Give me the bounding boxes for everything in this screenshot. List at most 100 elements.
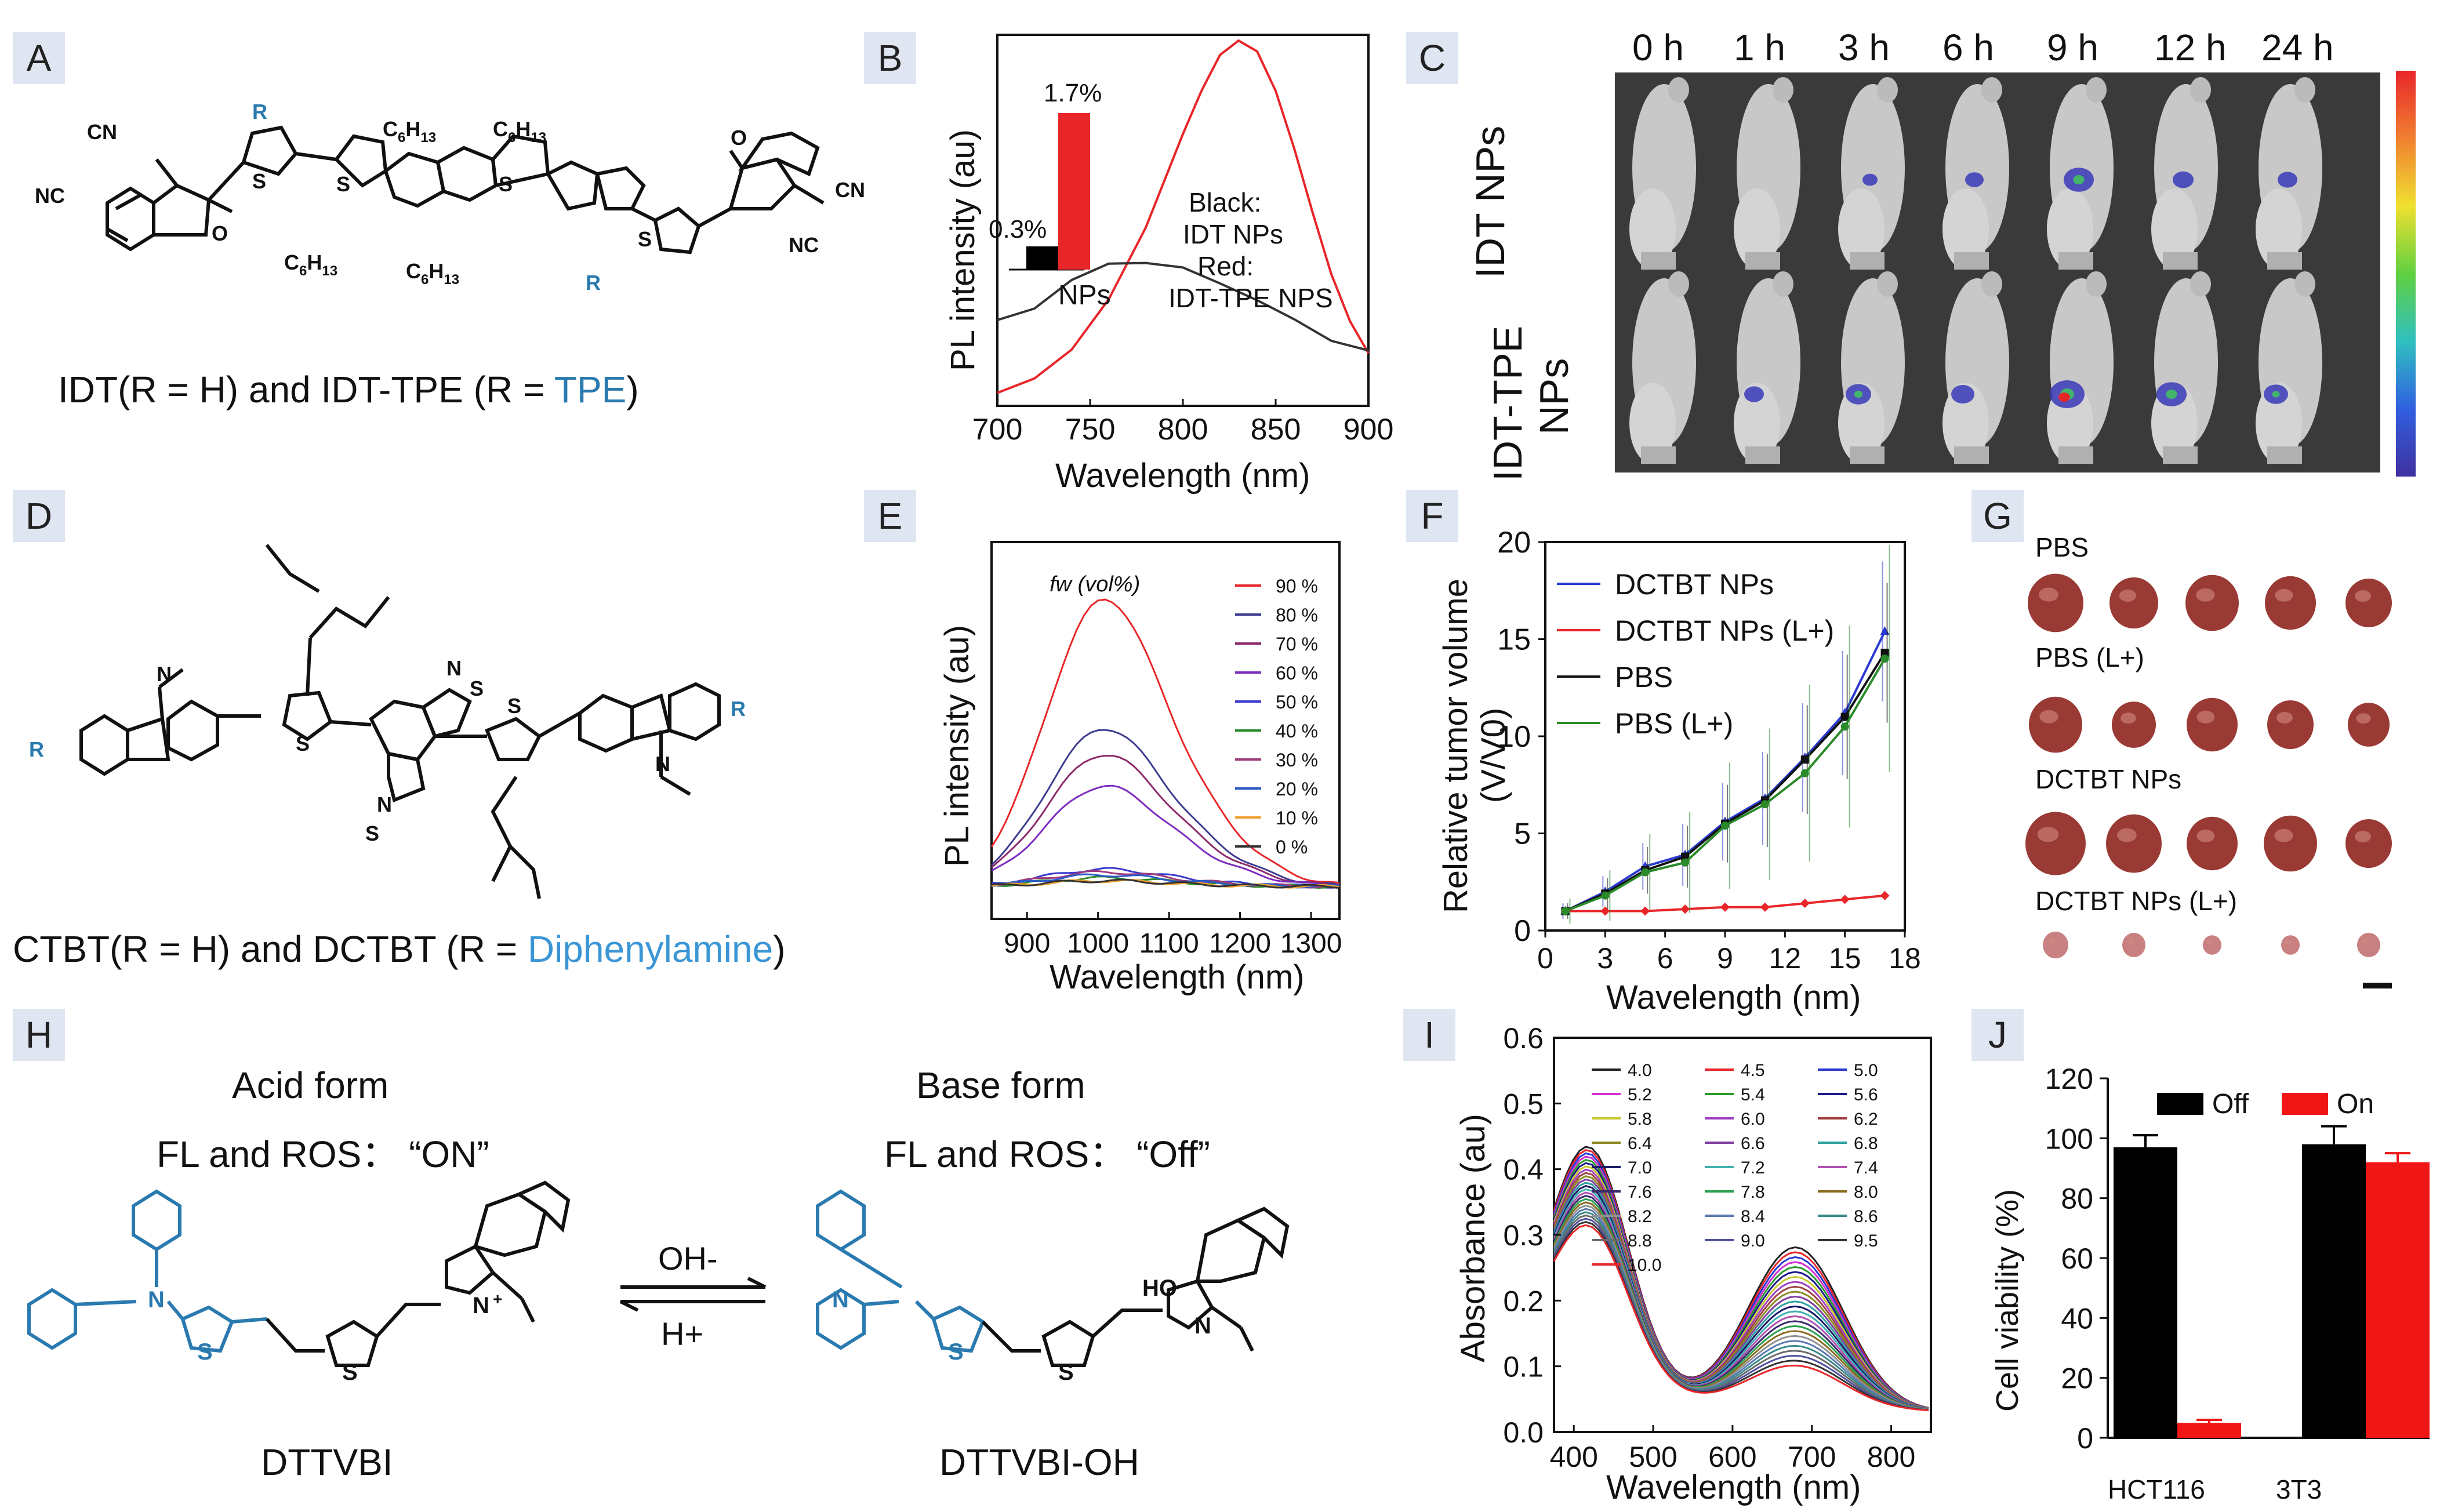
name-dttvbi-oh: DTTVBI-OH — [939, 1441, 1139, 1483]
legend-entry: 5.8 — [1628, 1110, 1652, 1129]
inset-value-black: 0.3% — [989, 215, 1047, 243]
y-tick-label: 0.2 — [1503, 1285, 1544, 1317]
y-tick-label: 10 — [1497, 720, 1531, 754]
legend-entry: 50 % — [1276, 692, 1318, 713]
series-line — [991, 784, 1340, 888]
bar — [2177, 1423, 2241, 1438]
legend-entry: 6.2 — [1854, 1110, 1878, 1129]
svg-text:C6H13: C6H13 — [383, 117, 436, 146]
legend-title: fw (vol%) — [1050, 572, 1140, 597]
x-ticks: 700 750 800 850 900 — [972, 399, 1393, 446]
legend-entry: 4.5 — [1741, 1061, 1765, 1080]
x-tick-label: 12 — [1769, 942, 1802, 975]
data-point — [1640, 906, 1650, 916]
time-label: 1 h — [1734, 27, 1785, 68]
data-point — [1800, 755, 1809, 764]
svg-text:S: S — [365, 822, 379, 845]
y-axis-label: Absorbance (au) — [1454, 1114, 1492, 1362]
tumor-photo — [2357, 933, 2380, 957]
series-line — [1564, 657, 1886, 913]
bar — [2114, 1147, 2177, 1438]
svg-text:R: R — [731, 697, 746, 721]
tumor-photo — [2265, 576, 2316, 630]
x-tick-label: 1100 — [1139, 928, 1199, 959]
chart-i: 4.0 4.5 5.0 5.2 5.4 5.6 5.8 6.0 6.2 6.4 6.6 6.8 7.0 7… — [1454, 1022, 1932, 1506]
series-line — [1553, 1188, 1929, 1411]
tumor-photo — [2025, 812, 2086, 875]
mouse-image — [1734, 77, 1800, 270]
svg-text:NC: NC — [789, 233, 819, 257]
legend-on: On — [2337, 1089, 2374, 1120]
legend-entry: 7.4 — [1854, 1158, 1878, 1177]
svg-text:CN: CN — [835, 178, 865, 202]
legend-entry: 8.4 — [1741, 1207, 1765, 1226]
x-axis-label: Wavelength (nm) — [1050, 958, 1304, 996]
legend-entry: 70 % — [1276, 634, 1318, 655]
arrow-bottom-label: H+ — [661, 1315, 703, 1352]
caption-d: CTBT(R = H) and DCTBT (R = Diphenylamine… — [13, 928, 786, 970]
inset-x-label: NPs — [1058, 280, 1111, 311]
arrow-top-label: OH- — [658, 1240, 718, 1277]
x-tick-label: 6 — [1657, 942, 1673, 975]
svg-text:N: N — [446, 656, 462, 680]
y-tick-label: 0.1 — [1503, 1351, 1544, 1383]
tumor-photo — [2281, 935, 2300, 955]
base-subtitle: FL and ROS： “Off” — [884, 1133, 1210, 1175]
y-tick-label: 20 — [2061, 1362, 2093, 1395]
data-point — [1760, 902, 1770, 912]
data-point — [1880, 626, 1890, 635]
panel-label-g: G — [1971, 490, 2024, 542]
row-label: DCTBT NPs — [2035, 764, 2181, 794]
inset-bar-idt — [1026, 246, 1058, 270]
idt-structure: R CN NC O S S S S C6H13 C6H13 C6H13 C6H1… — [35, 100, 865, 295]
legend-black-label: Black: — [1189, 187, 1261, 217]
series-line — [1553, 1182, 1929, 1410]
chart-b: 0.3% 1.7% NPs Black: IDT NPs Red: IDT-TP… — [944, 34, 1393, 495]
series-line — [1564, 652, 1886, 913]
panel-label-b: B — [864, 32, 916, 84]
data-point — [1880, 655, 1889, 663]
series-line — [991, 870, 1340, 889]
x-axis-label: Wavelength (nm) — [1055, 457, 1310, 495]
series-line — [1553, 1211, 1929, 1411]
legend-entry: 5.6 — [1854, 1085, 1878, 1104]
svg-text:S: S — [470, 677, 484, 700]
legend-black-value: IDT NPs — [1183, 219, 1283, 249]
svg-text:N: N — [377, 793, 392, 816]
series-line-idt-tpe — [997, 39, 1370, 394]
tumor-photos: PBS PBS (L+) DCTBT NPs DCTBT NPs (L+) — [2025, 532, 2392, 988]
svg-text:S: S — [499, 172, 513, 196]
y-axis-label: PL intensity (au) — [938, 625, 976, 867]
svg-text:S: S — [336, 172, 350, 196]
svg-text:S: S — [197, 1339, 213, 1365]
inset-value-red: 1.7% — [1044, 79, 1102, 107]
tumor-photo — [2028, 573, 2083, 633]
tumor-photo — [2029, 696, 2082, 753]
group-label: 3T3 — [2276, 1474, 2322, 1504]
y-tick-label: 120 — [2045, 1063, 2093, 1095]
panel-label-f: F — [1406, 490, 1458, 542]
x-tick-label: 900 — [1004, 928, 1050, 959]
legend-entry: 9.0 — [1741, 1231, 1765, 1251]
data-point — [1800, 769, 1809, 777]
data-point — [1561, 907, 1570, 915]
series-line — [1553, 1224, 1929, 1412]
series-line — [1553, 1214, 1929, 1411]
legend-entry: 8.8 — [1628, 1231, 1652, 1251]
row-label: PBS — [2035, 532, 2089, 562]
legend-entry: 7.6 — [1628, 1183, 1652, 1202]
svg-text:N: N — [832, 1287, 849, 1313]
y-tick-label: 0.3 — [1503, 1219, 1544, 1252]
svg-text:S: S — [296, 732, 310, 755]
name-dttvbi: DTTVBI — [261, 1441, 393, 1483]
legend-entry: 5.2 — [1628, 1085, 1652, 1104]
x-tick-label: 15 — [1829, 942, 1861, 975]
svg-text:O: O — [212, 221, 228, 245]
mouse-image — [1838, 77, 1905, 270]
svg-text:R: R — [29, 737, 44, 761]
time-labels: 0 h 1 h 3 h 6 h 9 h 12 h 24 h — [1612, 26, 2366, 72]
y-axis-unit: (V/V0) — [1475, 708, 1512, 803]
data-point — [1840, 722, 1849, 731]
panel-label-h: H — [13, 1009, 65, 1061]
tumor-photo — [2187, 816, 2238, 871]
